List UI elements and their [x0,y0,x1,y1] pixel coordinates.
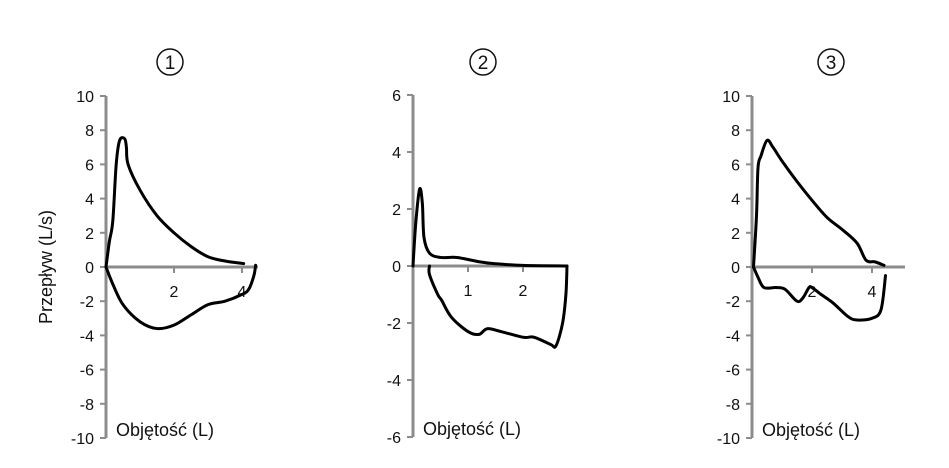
x-tick-label: 2 [808,284,817,301]
y-tick-label: 8 [731,123,740,140]
y-tick-label: 2 [731,226,740,243]
inspiration-curve [752,265,887,322]
x-tick-label: 2 [519,283,528,300]
y-tick-label: 8 [85,123,94,140]
y-tick-label: -6 [726,363,740,380]
y-tick-label: 2 [392,202,401,219]
x-axis-label: Objętość (L) [762,420,860,440]
y-tick-label: 6 [392,88,401,105]
y-tick-label: -4 [387,373,401,390]
x-axis-label: Objętość (L) [116,420,214,440]
title-circle [156,48,184,76]
y-tick-label: 10 [722,89,740,106]
y-tick-label: 4 [392,145,401,162]
y-tick-label: 4 [85,192,94,209]
y-tick-label: -2 [80,294,94,311]
x-tick-label: 4 [868,284,877,301]
y-tick-label: 2 [85,226,94,243]
chart-title: 1 [165,53,176,74]
y-tick-label: 0 [85,260,94,277]
y-tick-label: -4 [80,328,94,345]
inspiration-curve [104,263,258,331]
y-tick-label: -6 [80,363,94,380]
y-tick-label: 6 [85,157,94,174]
y-tick-label: 4 [731,192,740,209]
y-tick-label: -10 [71,431,94,448]
y-tick-label: -2 [726,294,740,311]
y-tick-label: -4 [726,328,740,345]
y-tick-label: -8 [80,397,94,414]
title-circle [817,48,845,76]
y-tick-label: 0 [392,259,401,276]
y-tick-label: -8 [726,397,740,414]
x-tick-label: 1 [464,283,473,300]
y-tick-label: -6 [387,430,401,447]
y-tick-label: 6 [731,157,740,174]
inspiration-curve [427,264,569,349]
x-tick-label: 2 [170,284,179,301]
y-tick-label: 0 [731,260,740,277]
x-axis-label: Objętość (L) [423,419,521,439]
chart-title: 3 [826,53,837,74]
title-circle [469,48,497,76]
y-tick-label: -10 [717,431,740,448]
y-tick-label: 10 [76,89,94,106]
y-axis-label: Przepływ (L/s) [36,210,56,324]
expiration-curve [752,138,886,269]
expiration-curve [411,186,569,268]
expiration-curve [104,136,246,269]
x-tick-label: 4 [238,284,247,301]
y-tick-label: -2 [387,316,401,333]
chart-title: 2 [478,53,489,74]
